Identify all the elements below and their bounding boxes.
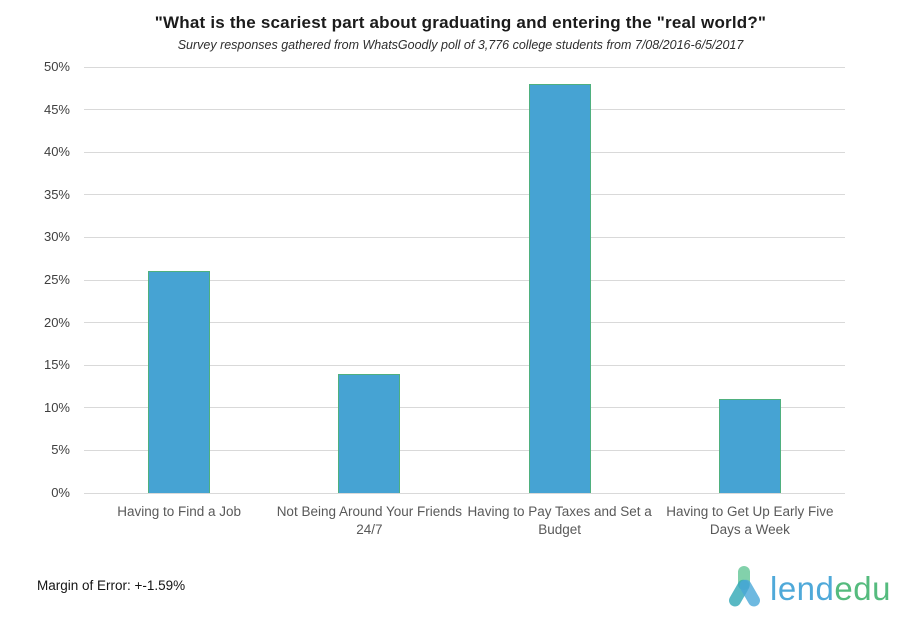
logo-text-lend: lend xyxy=(770,570,835,607)
lendedu-logo: lendedu xyxy=(722,565,891,611)
y-axis-tick-label: 10% xyxy=(43,399,70,415)
bar-1 xyxy=(148,271,211,493)
x-axis-category-label: Having to Pay Taxes and Set a Budget xyxy=(467,504,652,537)
y-axis-tick-label: 40% xyxy=(43,144,70,160)
y-axis-tick-label: 45% xyxy=(43,101,70,117)
y-axis-tick-label: 35% xyxy=(43,186,70,202)
gridline-20 xyxy=(84,322,845,324)
gridline-40 xyxy=(84,151,845,153)
y-axis-tick-label: 50% xyxy=(43,59,70,74)
bar-4 xyxy=(718,399,781,493)
margin-of-error-note: Margin of Error: +-1.59% xyxy=(37,578,186,593)
y-axis-tick-label: 20% xyxy=(43,314,70,330)
bar-2 xyxy=(338,373,401,493)
y-axis-tick-label: 25% xyxy=(43,272,70,287)
x-axis-category-label: Having to Find a Job xyxy=(117,504,242,519)
gridline-0 xyxy=(84,492,845,494)
y-axis-tick-label: 30% xyxy=(43,229,70,245)
gridline-50 xyxy=(84,66,845,68)
chart-title: "What is the scariest part about graduat… xyxy=(154,13,767,32)
logo-text-edu: edu xyxy=(834,570,891,607)
gridline-35 xyxy=(84,194,845,196)
gridline-5 xyxy=(84,449,845,451)
y-axis-tick-label: 0% xyxy=(51,485,70,500)
gridline-45 xyxy=(84,109,845,111)
lendedu-wordmark: lendedu xyxy=(770,567,891,611)
x-axis-category-label: Having to Get Up Early Five Days a Week xyxy=(666,504,834,537)
gridline-25 xyxy=(84,279,845,281)
x-axis-category-label: Not Being Around Your Friends 24/7 xyxy=(276,504,463,537)
y-axis-tick-label: 15% xyxy=(43,357,70,373)
bar-3 xyxy=(528,84,591,493)
gridline-30 xyxy=(84,236,845,238)
chart-subtitle: Survey responses gathered from WhatsGood… xyxy=(177,38,744,52)
gridline-15 xyxy=(84,364,845,366)
lendedu-person-icon xyxy=(729,566,760,607)
y-axis-tick-label: 5% xyxy=(51,442,70,458)
gridline-10 xyxy=(84,407,845,409)
